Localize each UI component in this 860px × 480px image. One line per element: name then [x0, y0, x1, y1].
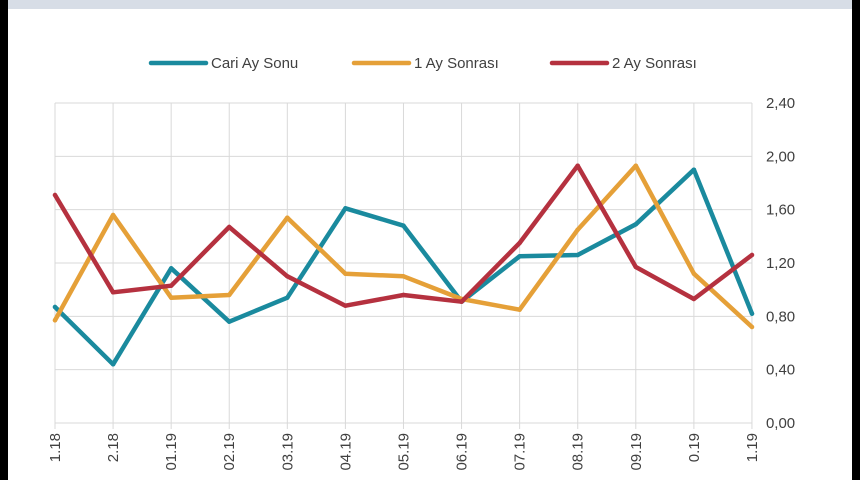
x-tick-label: 2.18	[105, 433, 122, 462]
data-point	[459, 299, 464, 304]
data-point	[285, 274, 290, 279]
data-point	[401, 292, 406, 298]
data-point	[110, 290, 116, 295]
data-point	[749, 324, 755, 330]
x-tick-label: 1.19	[744, 433, 761, 462]
data-point	[691, 271, 697, 276]
data-point	[575, 163, 580, 168]
data-point	[517, 254, 522, 259]
x-tick-label: 05.19	[395, 433, 412, 471]
data-point	[285, 215, 290, 220]
data-point	[517, 240, 522, 246]
x-tick-label: 0.19	[686, 433, 703, 462]
y-tick-label: 0,00	[766, 415, 795, 432]
data-point	[691, 296, 697, 302]
y-tick-label: 2,40	[766, 95, 795, 112]
x-tick-label: 07.19	[512, 433, 529, 471]
x-tick-label: 03.19	[279, 433, 296, 471]
y-tick-label: 1,20	[766, 255, 795, 272]
y-tick-label: 1,60	[766, 202, 795, 219]
legend-label: Cari Ay Sonu	[211, 55, 298, 72]
data-point	[52, 318, 58, 323]
data-point	[227, 319, 232, 324]
data-point	[633, 264, 638, 270]
y-tick-label: 0,40	[766, 362, 795, 379]
data-point	[110, 212, 116, 218]
data-point	[227, 224, 232, 230]
data-point	[749, 252, 755, 258]
data-point	[343, 303, 348, 308]
data-point	[691, 167, 697, 172]
data-point	[168, 283, 174, 288]
data-point	[575, 252, 580, 258]
x-tick-label: 1.18	[47, 433, 64, 462]
data-point	[52, 192, 58, 198]
legend-label: 2 Ay Sonrası	[612, 55, 697, 72]
data-point	[285, 295, 290, 300]
chart-frame: 0,00 0,40 0,80 1,20 1,60 2,00 2,40 1.18 2.18 01.1…	[8, 0, 852, 480]
x-tick-label: 08.19	[570, 433, 587, 471]
data-point	[343, 206, 348, 211]
data-point	[52, 304, 58, 310]
data-point	[168, 295, 174, 300]
y-tick-label: 0,80	[766, 308, 795, 325]
data-point	[633, 163, 638, 168]
y-tick-label: 2,00	[766, 148, 795, 165]
x-tick-label: 06.19	[454, 433, 471, 471]
data-point	[517, 307, 522, 312]
data-point	[749, 311, 755, 316]
x-tick-label: 04.19	[337, 433, 354, 471]
data-point	[401, 274, 406, 279]
line-chart: 0,00 0,40 0,80 1,20 1,60 2,00 2,40 1.18 2.18 01.1…	[47, 55, 795, 471]
x-tick-label: 09.19	[628, 433, 645, 471]
x-tick-label: 01.19	[163, 433, 180, 471]
top-border-bar	[8, 0, 852, 9]
data-point	[401, 223, 406, 228]
data-point	[633, 222, 638, 227]
x-tick-label: 02.19	[221, 433, 238, 471]
data-point	[168, 266, 174, 271]
data-point	[575, 227, 580, 232]
data-point	[343, 271, 348, 276]
data-point	[110, 362, 116, 367]
legend-label: 1 Ay Sonrası	[414, 55, 499, 72]
data-point	[227, 292, 232, 298]
